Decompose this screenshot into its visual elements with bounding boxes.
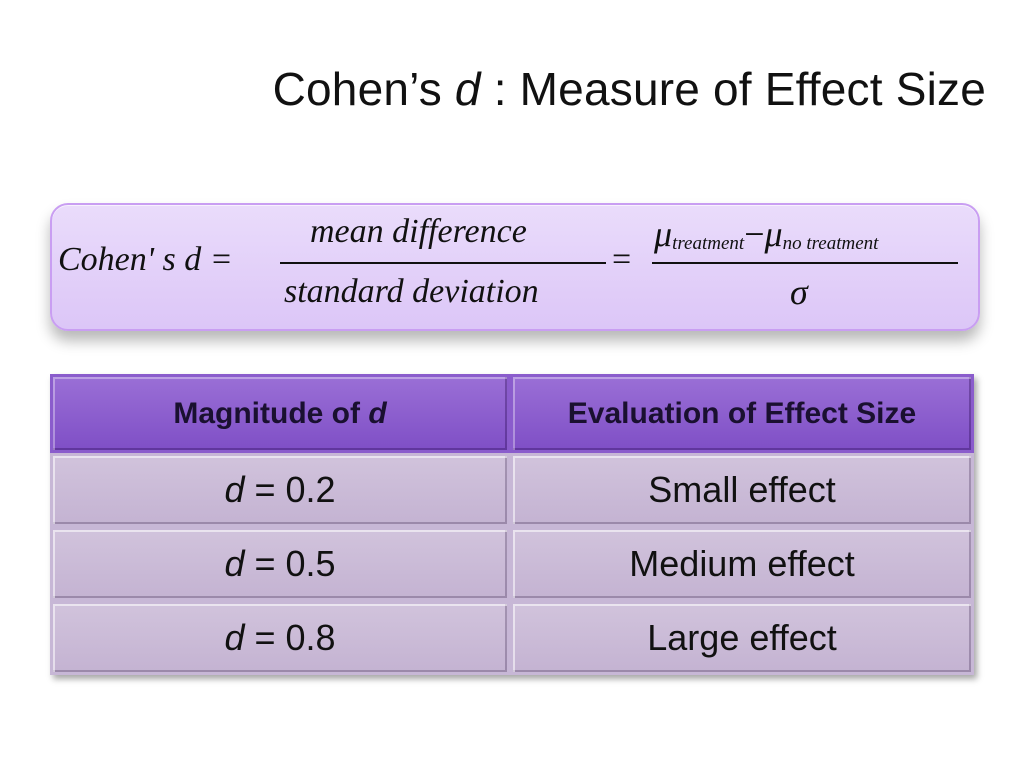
table-row: d = 0.2 Small effect: [50, 453, 974, 527]
mu-symbol: μ: [654, 214, 673, 254]
table-header-row: Magnitude of d Evaluation of Effect Size: [50, 374, 974, 453]
magnitude-cell: d = 0.5: [50, 527, 511, 601]
fraction-bar-right: [652, 262, 958, 264]
fraction-bar-left: [280, 262, 606, 264]
magnitude-value: = 0.5: [244, 543, 336, 584]
formula-lhs: Cohen' s d =: [58, 241, 233, 278]
evaluation-cell: Medium effect: [510, 527, 974, 601]
header-magnitude: Magnitude of d: [50, 374, 511, 453]
magnitude-cell: d = 0.8: [50, 601, 511, 675]
magnitude-var: d: [224, 469, 245, 510]
evaluation-cell: Large effect: [510, 601, 974, 675]
magnitude-var: d: [224, 543, 245, 584]
title-variable: d: [454, 63, 481, 115]
title-suffix: : Measure of Effect Size: [480, 63, 986, 115]
formula-sigma: σ: [790, 272, 808, 312]
subscript-treatment: treatment: [672, 233, 745, 254]
evaluation-cell: Small effect: [510, 453, 974, 527]
magnitude-value: = 0.8: [244, 617, 336, 658]
slide-title: Cohen’s d : Measure of Effect Size: [273, 62, 986, 116]
table-row: d = 0.5 Medium effect: [50, 527, 974, 601]
subscript-no-treatment: no treatment: [782, 233, 879, 254]
magnitude-var: d: [224, 617, 245, 658]
formula-numerator: mean difference: [310, 213, 527, 250]
formula-mu-difference: μtreatment−μno treatment: [654, 213, 878, 255]
header-evaluation: Evaluation of Effect Size: [510, 374, 974, 453]
minus-sign: −: [744, 214, 765, 254]
effect-size-table: Magnitude of d Evaluation of Effect Size…: [50, 374, 974, 675]
formula-box: Cohen' s d = mean difference standard de…: [50, 203, 980, 331]
magnitude-value: = 0.2: [244, 469, 336, 510]
title-prefix: Cohen’s: [272, 63, 455, 115]
formula-denominator: standard deviation: [284, 273, 539, 310]
header-magnitude-var: d: [368, 396, 387, 430]
header-magnitude-text: Magnitude of: [173, 396, 369, 430]
table-row: d = 0.8 Large effect: [50, 601, 974, 675]
magnitude-cell: d = 0.2: [50, 453, 511, 527]
formula-equals: =: [612, 241, 632, 278]
mu-symbol-2: μ: [764, 214, 783, 254]
